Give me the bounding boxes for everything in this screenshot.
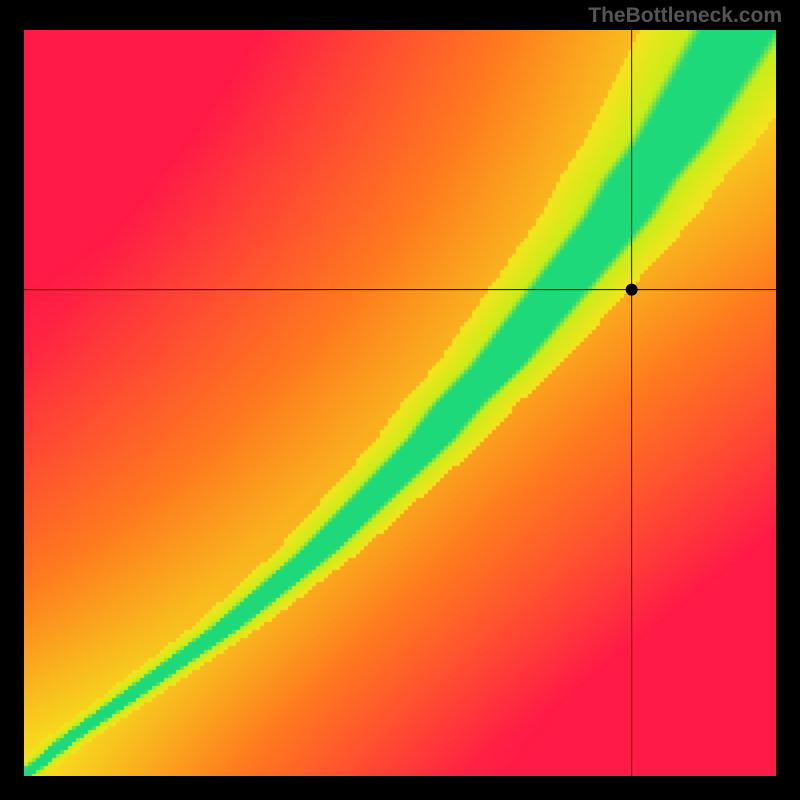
bottleneck-heatmap — [24, 30, 776, 776]
attribution-text: TheBottleneck.com — [588, 4, 782, 28]
chart-container: TheBottleneck.com — [0, 0, 800, 800]
